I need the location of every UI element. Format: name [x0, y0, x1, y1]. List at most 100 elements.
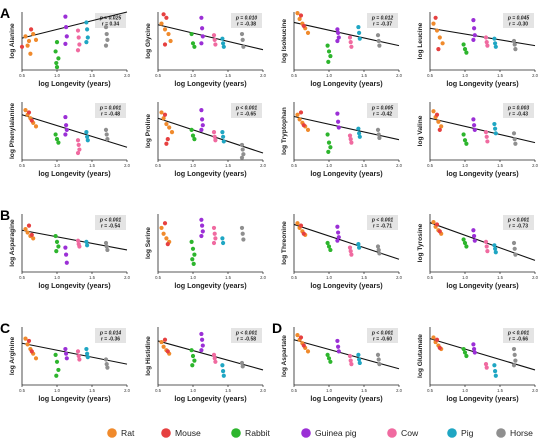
data-point — [357, 360, 362, 366]
data-point — [213, 359, 218, 364]
data-point — [335, 111, 340, 116]
stat-box — [231, 328, 262, 343]
data-point — [162, 27, 168, 32]
data-point — [464, 353, 469, 359]
data-point — [493, 373, 498, 378]
y-axis-label: log Glutamate — [417, 334, 424, 378]
r-value: r = -0.30 — [509, 22, 528, 28]
data-point — [431, 335, 436, 340]
x-tick-label: 2.0 — [124, 73, 130, 78]
x-tick-label: 0.5 — [19, 388, 25, 393]
data-point — [336, 125, 341, 130]
data-point — [298, 110, 304, 115]
r-value: r = -0.54 — [101, 224, 120, 230]
x-tick-label: 1.0 — [326, 388, 332, 393]
data-point — [325, 352, 330, 357]
x-axis-label: log Longevity (years) — [310, 281, 383, 290]
data-point — [77, 357, 82, 362]
data-point — [485, 139, 490, 144]
r-value: r = -0.42 — [373, 112, 392, 118]
x-tick-label: 0.5 — [291, 275, 297, 280]
legend-marker — [107, 428, 117, 438]
data-point — [335, 27, 340, 32]
data-point — [440, 41, 445, 46]
data-point — [328, 359, 333, 364]
data-point — [377, 135, 382, 141]
data-point — [464, 244, 469, 249]
data-point — [298, 13, 304, 18]
stat-box — [503, 215, 534, 230]
x-tick-label: 2.0 — [260, 73, 266, 78]
data-point — [54, 359, 60, 364]
panel-letter: B — [0, 207, 10, 223]
data-point — [297, 16, 302, 22]
panel-letter: A — [0, 5, 10, 21]
data-point — [190, 257, 195, 262]
data-point — [349, 44, 354, 49]
data-point — [493, 250, 498, 255]
x-axis-label: log Longevity (years) — [174, 79, 247, 88]
x-tick-label: 1.0 — [462, 388, 468, 393]
scatter-panel: log Glycine 0.5 1.0 1.5 2.0 log Longevity (ye… — [145, 12, 267, 88]
data-point — [161, 12, 166, 17]
data-point — [103, 357, 109, 362]
data-point — [200, 26, 205, 31]
data-point — [513, 47, 518, 52]
data-point — [103, 240, 109, 246]
data-point — [165, 349, 170, 354]
data-point — [349, 362, 354, 367]
data-point — [33, 124, 39, 129]
data-point — [54, 40, 60, 45]
data-point — [192, 44, 197, 49]
data-point — [199, 217, 204, 222]
p-value: p < 0.001 — [371, 330, 393, 336]
panel-letter: C — [0, 320, 10, 336]
y-axis-label: log Serine — [145, 227, 152, 259]
data-point — [85, 138, 90, 143]
x-tick-label: 1.0 — [190, 275, 196, 280]
r-value: r = -0.73 — [509, 224, 528, 230]
data-point — [221, 41, 226, 46]
stat-box — [367, 215, 398, 230]
data-point — [64, 24, 69, 30]
data-point — [221, 139, 226, 144]
data-point — [431, 109, 436, 114]
x-axis-label: log Longevity (years) — [174, 169, 247, 178]
data-point — [85, 351, 90, 356]
x-tick-label: 1.5 — [225, 73, 231, 78]
data-point — [326, 140, 332, 145]
data-point — [356, 126, 361, 131]
data-point — [464, 141, 469, 146]
data-point — [326, 244, 332, 249]
x-tick-label: 2.0 — [532, 73, 538, 78]
regression-line — [293, 223, 400, 260]
data-point — [64, 356, 69, 361]
data-point — [239, 225, 245, 231]
data-point — [164, 121, 169, 127]
stat-box — [503, 103, 534, 118]
regression-line — [429, 222, 536, 261]
data-point — [376, 247, 381, 253]
x-tick-label: 1.5 — [361, 163, 367, 168]
data-point — [484, 244, 489, 249]
data-point — [200, 337, 205, 342]
data-point — [357, 357, 362, 362]
data-point — [472, 350, 477, 355]
data-point — [434, 337, 440, 342]
x-tick-label: 2.0 — [396, 275, 402, 280]
x-axis-label: log Longevity (years) — [174, 281, 247, 290]
data-point — [23, 336, 28, 341]
x-tick-label: 0.5 — [291, 163, 297, 168]
data-point — [211, 352, 217, 357]
data-point — [23, 226, 28, 232]
data-point — [189, 31, 194, 37]
data-point — [84, 346, 89, 352]
data-point — [159, 225, 164, 231]
data-point — [221, 368, 226, 374]
data-point — [159, 110, 164, 115]
data-point — [190, 363, 195, 368]
data-point — [305, 30, 311, 35]
data-point — [200, 223, 205, 228]
data-point — [26, 223, 32, 228]
data-point — [165, 242, 170, 247]
